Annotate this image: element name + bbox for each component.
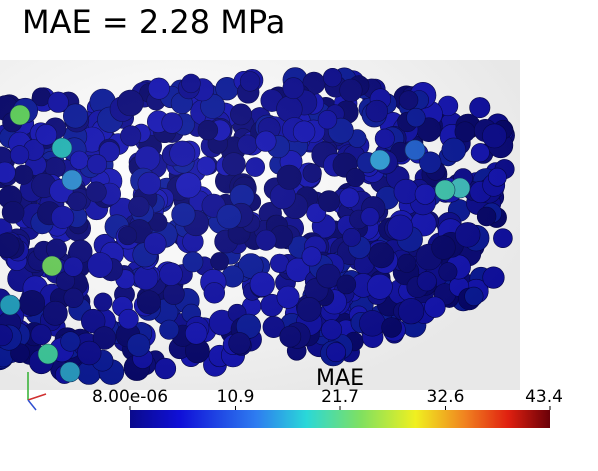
tick-label: 32.6 [427,387,465,407]
tick-label: 21.7 [321,387,359,407]
colorbar-ticks: 8.00e-06 10.9 21.7 32.6 43.4 [92,387,563,410]
axis-x [27,393,47,401]
axes-triad [27,372,47,411]
shading [0,60,520,390]
tick-label: 8.00e-06 [92,387,168,407]
axis-z [27,399,37,411]
colorbar-title: MAE [316,366,364,391]
tick-label: 43.4 [525,387,563,407]
colorbar [130,410,550,428]
tick-label: 10.9 [217,387,255,407]
particle-cloud [0,60,520,390]
title: MAE = 2.28 MPa [22,3,285,41]
